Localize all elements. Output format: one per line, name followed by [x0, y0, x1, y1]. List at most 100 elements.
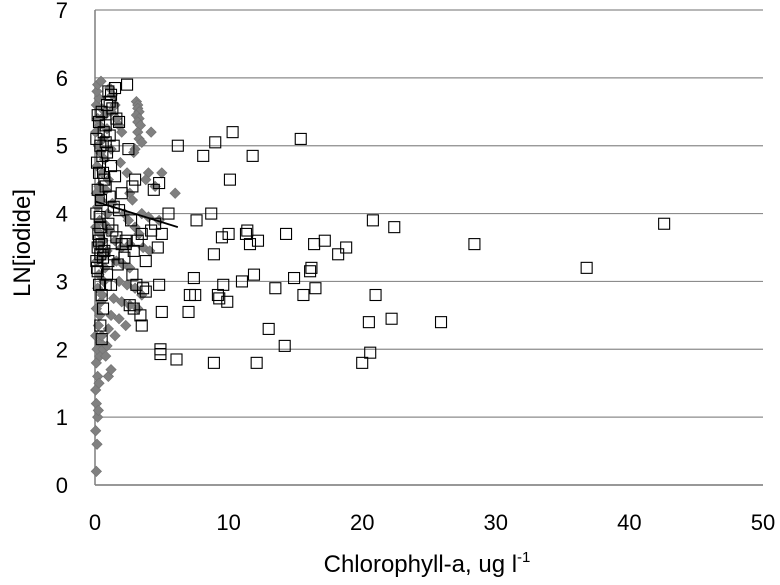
square-point-141 — [96, 166, 110, 179]
square-point-86 — [170, 353, 183, 366]
square-point-26 — [108, 81, 122, 95]
diamond-point-121 — [169, 187, 181, 199]
square-point-96 — [215, 231, 228, 244]
square-point-60 — [129, 173, 142, 186]
square-point-137 — [278, 339, 291, 352]
square-point-53 — [96, 302, 110, 315]
square-point-65 — [139, 255, 152, 268]
square-point-103 — [226, 126, 239, 139]
square-point-30 — [112, 115, 126, 129]
square-point-33 — [100, 146, 114, 159]
square-point-94 — [207, 248, 220, 261]
square-point-50 — [100, 268, 114, 281]
square-point-126 — [364, 346, 377, 359]
square-point-5 — [95, 238, 108, 251]
square-point-66 — [126, 268, 139, 281]
square-point-122 — [332, 248, 345, 261]
square-point-139 — [91, 265, 104, 278]
square-point-37 — [103, 190, 116, 203]
square-point-9 — [90, 207, 103, 220]
x-tick-label-10: 10 — [216, 510, 240, 535]
square-point-67 — [130, 278, 143, 291]
square-point-144 — [94, 221, 107, 234]
diamond-point-21 — [90, 302, 102, 315]
square-point-101 — [222, 227, 235, 240]
square-point-31 — [103, 129, 116, 142]
square-point-115 — [294, 132, 307, 145]
square-point-54 — [94, 319, 107, 332]
square-point-76 — [151, 241, 164, 254]
diamond-point-81 — [136, 136, 148, 148]
y-tick-label-2: 2 — [56, 337, 68, 362]
square-point-40 — [102, 217, 115, 230]
square-point-111 — [262, 322, 275, 335]
square-point-73 — [139, 285, 152, 298]
square-point-117 — [304, 265, 317, 278]
square-point-85 — [154, 347, 167, 361]
square-point-91 — [190, 214, 203, 227]
diamond-point-92 — [121, 167, 133, 179]
square-point-99 — [217, 278, 230, 291]
diamond-point-110 — [108, 292, 120, 305]
square-point-109 — [247, 268, 261, 281]
square-point-29 — [110, 112, 123, 125]
square-point-135 — [207, 356, 220, 369]
y-tick-label-4: 4 — [56, 202, 68, 227]
square-point-71 — [134, 309, 147, 322]
square-point-143 — [103, 95, 116, 108]
square-point-133 — [580, 261, 593, 274]
square-point-130 — [388, 221, 401, 234]
square-point-93 — [205, 207, 218, 220]
square-point-123 — [340, 241, 353, 254]
diamond-point-85 — [140, 174, 152, 186]
square-point-110 — [251, 234, 265, 247]
square-point-64 — [135, 227, 148, 240]
square-point-45 — [98, 244, 111, 257]
square-point-68 — [137, 282, 150, 295]
square-point-69 — [123, 299, 136, 312]
square-point-127 — [366, 214, 379, 227]
x-tick-label-30: 30 — [484, 510, 508, 535]
square-point-125 — [362, 316, 375, 329]
diamond-point-83 — [145, 126, 157, 138]
diamond-point-115 — [113, 313, 125, 325]
square-point-119 — [308, 238, 321, 251]
diamond-point-2 — [90, 425, 102, 437]
square-point-0 — [90, 255, 103, 268]
square-point-120 — [309, 282, 322, 295]
x-tick-label-20: 20 — [350, 510, 374, 535]
square-point-116 — [297, 288, 310, 302]
square-point-83 — [155, 305, 168, 319]
x-tick-labels: 0 10 20 30 40 50 — [89, 510, 775, 535]
square-point-132 — [468, 238, 481, 251]
square-point-104 — [235, 275, 249, 288]
y-tick-label-6: 6 — [56, 66, 68, 91]
x-tick-label-40: 40 — [617, 510, 641, 535]
square-point-17 — [90, 132, 103, 145]
diamond-point-90 — [142, 211, 155, 223]
square-series — [90, 78, 671, 369]
diamond-point-120 — [156, 167, 168, 179]
square-point-124 — [356, 356, 369, 369]
square-point-6 — [92, 227, 105, 240]
y-tick-label-7: 7 — [56, 0, 68, 23]
square-point-8 — [93, 210, 106, 224]
gridlines — [95, 9, 763, 486]
square-point-112 — [269, 282, 282, 295]
diamond-point-3 — [92, 411, 104, 423]
square-point-100 — [221, 295, 234, 308]
square-point-48 — [111, 258, 124, 271]
square-point-62 — [131, 234, 144, 247]
square-point-95 — [209, 136, 222, 149]
square-point-19 — [92, 115, 106, 129]
square-point-34 — [104, 160, 118, 173]
square-point-52 — [95, 288, 108, 302]
square-point-49 — [118, 251, 131, 264]
square-point-79 — [155, 227, 168, 240]
square-point-58 — [122, 143, 135, 156]
square-point-140 — [92, 278, 106, 291]
square-point-56 — [99, 278, 112, 291]
diamond-point-118 — [120, 319, 132, 332]
diamond-point-1 — [91, 438, 103, 450]
